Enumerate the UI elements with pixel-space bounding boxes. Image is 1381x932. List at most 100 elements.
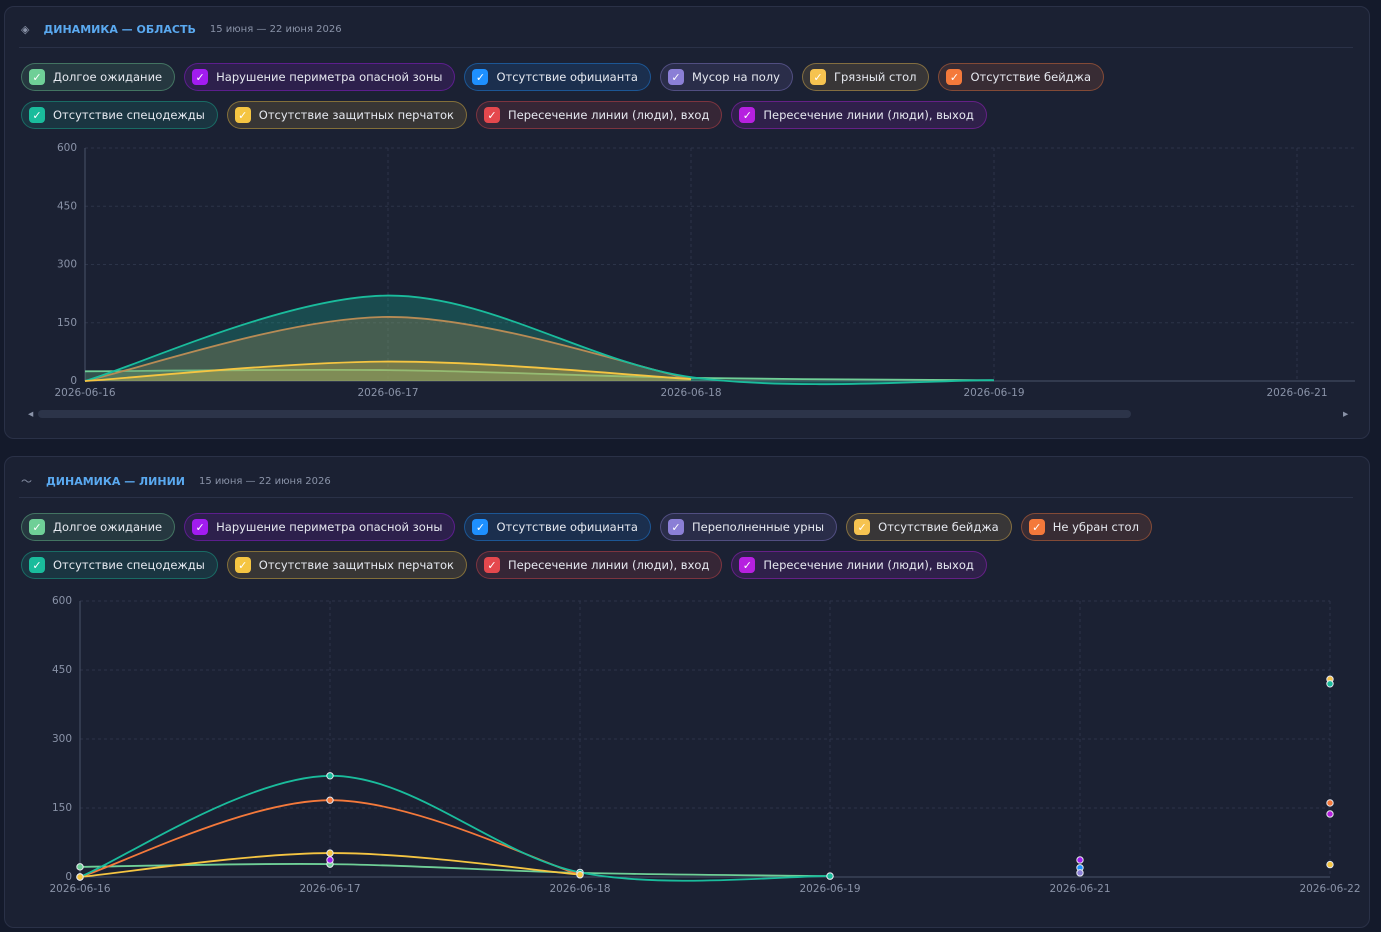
x-tick-label: 2026-06-17 bbox=[299, 883, 360, 895]
point bbox=[1076, 856, 1084, 864]
legend-checkbox[interactable]: ✓ bbox=[946, 69, 963, 85]
x-tick-label: 2026-06-19 bbox=[799, 883, 860, 895]
legend-label: Отсутствие спецодежды bbox=[53, 108, 205, 122]
legend-checkbox[interactable]: ✓ bbox=[472, 519, 489, 535]
y-tick-label: 0 bbox=[65, 871, 72, 883]
legend-checkbox[interactable]: ✓ bbox=[29, 107, 45, 123]
line bbox=[84, 294, 995, 386]
legend-item[interactable]: ✓ Мусор на полу bbox=[659, 63, 793, 91]
area bbox=[85, 295, 994, 385]
x-tick-label: 2026-06-16 bbox=[54, 387, 115, 399]
legend-checkbox[interactable]: ✓ bbox=[739, 107, 756, 123]
legend-item[interactable]: ✓ Отсутствие бейджа bbox=[846, 513, 1012, 541]
legend-label: Не убран стол bbox=[1052, 520, 1139, 534]
x-tick-label: 2026-06-16 bbox=[49, 883, 110, 895]
y-tick-label: 300 bbox=[57, 259, 77, 271]
x-tick-label: 2026-06-22 bbox=[1299, 883, 1360, 895]
legend-item[interactable]: ✓ Не убран стол bbox=[1020, 513, 1152, 541]
point bbox=[76, 863, 84, 871]
legend-item[interactable]: ✓ Нарушение периметра опасной зоны bbox=[184, 63, 456, 91]
legend-label: Грязный стол bbox=[833, 70, 917, 84]
point bbox=[1076, 869, 1084, 877]
legend-checkbox[interactable]: ✓ bbox=[667, 69, 684, 85]
legend-item[interactable]: ✓ Нарушение периметра опасной зоны bbox=[184, 513, 456, 541]
legend-checkbox[interactable]: ✓ bbox=[854, 519, 871, 535]
legend-label: Нарушение периметра опасной зоны bbox=[216, 70, 443, 84]
legend-item[interactable]: ✓ Грязный стол bbox=[801, 63, 930, 91]
legend-item[interactable]: ✓ Отсутствие спецодежды bbox=[21, 551, 218, 579]
legend-label: Пересечение линии (люди), выход bbox=[763, 558, 974, 572]
legend-label: Долгое ожидание bbox=[53, 520, 163, 534]
legend-label: Пересечение линии (люди), вход bbox=[508, 558, 710, 572]
panel-subtitle: 15 июня — 22 июня 2026 bbox=[209, 24, 342, 35]
scroll-left[interactable]: ◂ bbox=[28, 408, 34, 420]
legend-checkbox[interactable]: ✓ bbox=[29, 519, 45, 535]
legend-item[interactable]: ✓ Пересечение линии (люди), выход bbox=[731, 551, 987, 579]
legend-checkbox[interactable]: ✓ bbox=[192, 519, 209, 535]
point bbox=[326, 772, 334, 780]
legend-label: Пересечение линии (люди), вход bbox=[508, 108, 710, 122]
legend-item[interactable]: ✓ Пересечение линии (люди), вход bbox=[476, 101, 723, 129]
legend-item[interactable]: ✓ Отсутствие защитных перчаток bbox=[226, 551, 468, 579]
legend-label: Переполненные урны bbox=[691, 520, 825, 534]
icon: 〜 bbox=[21, 475, 32, 488]
point bbox=[1326, 860, 1334, 869]
legend-checkbox[interactable]: ✓ bbox=[234, 107, 251, 123]
legend-item[interactable]: ✓ Переполненные урны bbox=[659, 513, 838, 541]
legend-checkbox[interactable]: ✓ bbox=[234, 557, 251, 573]
point bbox=[76, 873, 84, 881]
line bbox=[84, 360, 692, 382]
legend-label: Отсутствие защитных перчаток bbox=[258, 558, 455, 572]
separator bbox=[19, 47, 1353, 48]
legend-item[interactable]: ✓ Отсутствие официанта bbox=[464, 513, 651, 541]
icon: ◈ bbox=[21, 23, 30, 36]
panel-subtitle: 15 июня — 22 июня 2026 bbox=[199, 475, 331, 487]
area bbox=[85, 316, 691, 381]
panel-title: ДИНАМИКА — ЛИНИИ bbox=[46, 474, 185, 488]
y-tick-label: 450 bbox=[57, 200, 77, 212]
legend-checkbox[interactable]: ✓ bbox=[484, 557, 501, 573]
scrollbar[interactable] bbox=[38, 410, 1131, 418]
legend-label: Отсутствие официанта bbox=[496, 520, 638, 534]
x-tick-label: 2026-06-17 bbox=[357, 387, 418, 399]
legend-item[interactable]: ✓ Долгое ожидание bbox=[21, 63, 176, 91]
y-tick-label: 0 bbox=[70, 375, 77, 387]
legend-label: Долгое ожидание bbox=[53, 70, 163, 84]
point bbox=[326, 796, 334, 804]
scroll-right[interactable]: ▸ bbox=[1343, 408, 1349, 420]
x-tick-label: 2026-06-21 bbox=[1266, 387, 1327, 399]
x-tick-label: 2026-06-18 bbox=[549, 883, 610, 895]
legend-checkbox[interactable]: ✓ bbox=[667, 519, 684, 535]
x-tick-label: 2026-06-21 bbox=[1049, 883, 1110, 895]
legend-checkbox[interactable]: ✓ bbox=[29, 557, 45, 573]
legend-item[interactable]: ✓ Отсутствие официанта bbox=[464, 63, 651, 91]
area bbox=[85, 369, 994, 381]
legend-item[interactable]: ✓ Отсутствие спецодежды bbox=[21, 101, 218, 129]
legend-checkbox[interactable]: ✓ bbox=[739, 557, 756, 573]
point bbox=[576, 871, 584, 879]
legend: ✓ Долгое ожидание ✓ Нарушение периметра опа… bbox=[21, 63, 1251, 129]
legend-label: Мусор на полу bbox=[691, 70, 780, 84]
legend-label: Нарушение периметра опасной зоны bbox=[216, 520, 443, 534]
legend-item[interactable]: ✓ Отсутствие защитных перчаток bbox=[226, 101, 468, 129]
legend-label: Отсутствие спецодежды bbox=[53, 558, 205, 572]
legend-label: Отсутствие защитных перчаток bbox=[258, 108, 455, 122]
legend-item[interactable]: ✓ Долгое ожидание bbox=[21, 513, 176, 541]
legend-checkbox[interactable]: ✓ bbox=[484, 107, 501, 123]
legend: ✓ Долгое ожидание ✓ Нарушение периметра опа… bbox=[21, 513, 1251, 579]
y-tick-label: 600 bbox=[52, 595, 72, 607]
legend-item[interactable]: ✓ Пересечение линии (люди), выход bbox=[731, 101, 987, 129]
x-tick-label: 2026-06-19 bbox=[963, 387, 1024, 399]
y-tick-label: 450 bbox=[52, 664, 72, 676]
legend-item[interactable]: ✓ Отсутствие бейджа bbox=[938, 63, 1105, 91]
legend-checkbox[interactable]: ✓ bbox=[192, 69, 209, 85]
legend-checkbox[interactable]: ✓ bbox=[1028, 519, 1045, 535]
legend-label: Пересечение линии (люди), выход bbox=[763, 108, 974, 122]
legend-checkbox[interactable]: ✓ bbox=[29, 69, 45, 85]
legend-checkbox[interactable]: ✓ bbox=[809, 69, 826, 85]
legend-checkbox[interactable]: ✓ bbox=[472, 69, 489, 85]
point bbox=[1326, 810, 1334, 818]
line bbox=[79, 774, 831, 882]
legend-item[interactable]: ✓ Пересечение линии (люди), вход bbox=[476, 551, 723, 579]
